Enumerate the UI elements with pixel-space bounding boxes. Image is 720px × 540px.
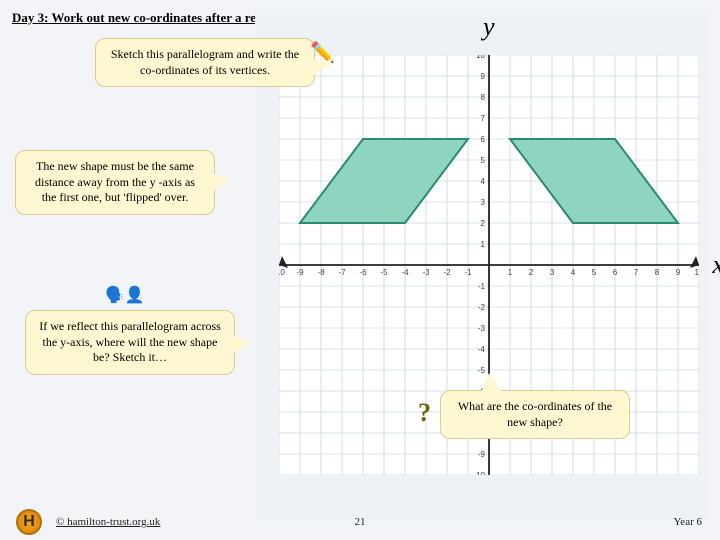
svg-text:-3: -3 (478, 324, 486, 333)
callout-reflect: If we reflect this parallelogram across … (25, 310, 235, 375)
svg-text:-5: -5 (380, 268, 388, 277)
footer: H © hamilton-trust.org.uk 21 Year 6 (0, 510, 720, 534)
callout-distance: The new shape must be the same distance … (15, 150, 215, 215)
svg-text:1: 1 (508, 268, 513, 277)
svg-text:4: 4 (571, 268, 576, 277)
svg-text:-1: -1 (464, 268, 472, 277)
svg-text:9: 9 (676, 268, 681, 277)
svg-text:-7: -7 (338, 268, 346, 277)
svg-text:6: 6 (613, 268, 618, 277)
svg-text:4: 4 (481, 177, 486, 186)
year-label: Year 6 (673, 516, 702, 528)
page-number: 21 (355, 516, 366, 528)
callout-sketch: Sketch this parallelogram and write the … (95, 38, 315, 87)
svg-text:9: 9 (481, 72, 486, 81)
x-axis-label: x (712, 250, 720, 280)
svg-text:-2: -2 (478, 303, 486, 312)
svg-text:-4: -4 (401, 268, 409, 277)
svg-text:6: 6 (481, 135, 486, 144)
svg-text:5: 5 (481, 156, 486, 165)
svg-text:7: 7 (481, 114, 486, 123)
question-icon: ? (418, 398, 431, 428)
svg-text:2: 2 (481, 219, 486, 228)
hamilton-logo: H (16, 509, 42, 535)
svg-text:7: 7 (634, 268, 639, 277)
svg-text:2: 2 (529, 268, 534, 277)
footer-link[interactable]: © hamilton-trust.org.uk (56, 516, 160, 528)
chart-area: y x -10-9-8-7-6-5-4-3-2-112345678910-10-… (255, 10, 710, 520)
svg-text:10: 10 (476, 55, 485, 60)
svg-text:-9: -9 (478, 450, 486, 459)
svg-text:10: 10 (695, 268, 699, 277)
callout-newcoords: What are the co-ordinates of the new sha… (440, 390, 630, 439)
svg-text:-6: -6 (359, 268, 367, 277)
svg-text:-9: -9 (296, 268, 304, 277)
svg-text:8: 8 (655, 268, 660, 277)
svg-text:-3: -3 (422, 268, 430, 277)
svg-text:5: 5 (592, 268, 597, 277)
faces-icon: 🗣️👤 (105, 285, 145, 305)
y-axis-label: y (483, 12, 495, 42)
svg-text:-10: -10 (473, 471, 485, 475)
pencil-icon: ✏️ (310, 40, 335, 65)
svg-text:3: 3 (550, 268, 555, 277)
svg-text:-4: -4 (478, 345, 486, 354)
svg-text:1: 1 (481, 240, 486, 249)
svg-text:-1: -1 (478, 282, 486, 291)
svg-text:3: 3 (481, 198, 486, 207)
svg-text:8: 8 (481, 93, 486, 102)
svg-text:-8: -8 (317, 268, 325, 277)
svg-text:-10: -10 (279, 268, 285, 277)
svg-text:-2: -2 (443, 268, 451, 277)
